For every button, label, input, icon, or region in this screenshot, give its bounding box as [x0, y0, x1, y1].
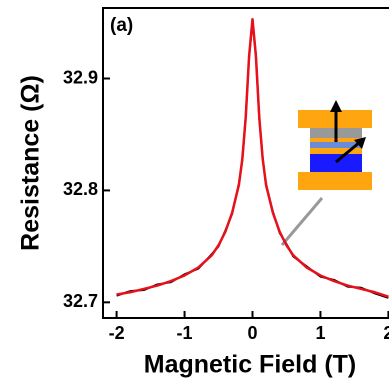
arrow-head [330, 100, 342, 112]
x-tick-label: 1 [315, 323, 325, 343]
x-tick-label: 0 [247, 323, 257, 343]
y-axis-label: Resistance (Ω) [17, 75, 45, 251]
inset-pointer [280, 197, 324, 246]
y-tick-label: 32.8 [63, 179, 98, 199]
x-axis-label: Magnetic Field (T) [144, 351, 357, 379]
electrode [298, 172, 372, 190]
x-tick-label: 2 [383, 323, 389, 343]
x-tick-label: -1 [177, 323, 193, 343]
annotation: (a) [110, 15, 133, 36]
x-tick-label: -2 [109, 323, 125, 343]
data-line [116, 17, 389, 298]
inset-device [280, 100, 372, 246]
layer [310, 154, 362, 172]
arrow [335, 140, 361, 164]
layer [310, 148, 362, 154]
layer [310, 142, 362, 148]
y-tick-label: 32.7 [63, 291, 98, 311]
y-tick-label: 32.9 [63, 67, 98, 87]
arrow-head [354, 137, 366, 149]
